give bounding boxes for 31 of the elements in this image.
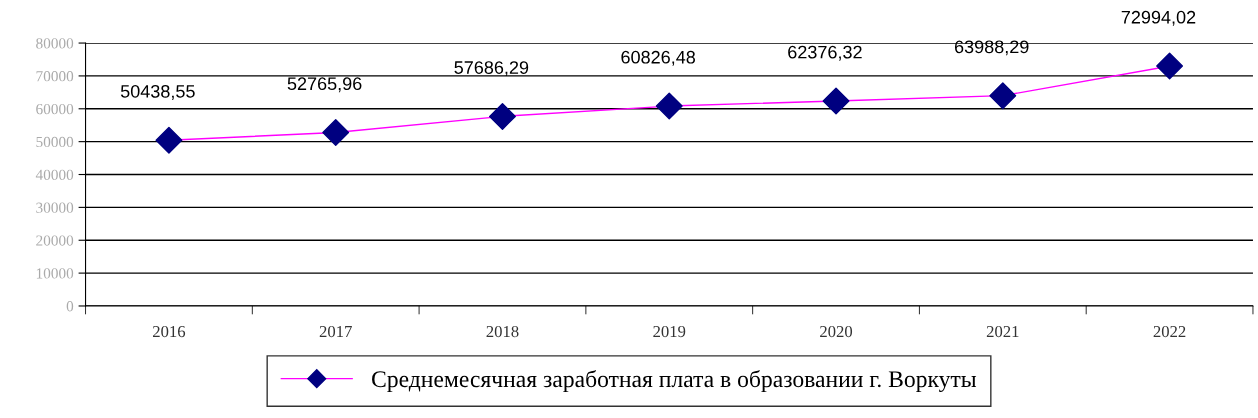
y-tick-label: 60000: [36, 103, 74, 115]
data-label: 50438,55: [120, 84, 195, 100]
data-label: 63988,29: [954, 40, 1029, 56]
y-tick-label: 30000: [36, 202, 74, 213]
x-tick-label: 2022: [1153, 325, 1186, 338]
x-tick-label: 2016: [153, 325, 186, 338]
point: [155, 126, 183, 154]
data-label: 72994,02: [1121, 10, 1196, 26]
x-tick-label: 2017: [319, 325, 352, 338]
y-tick-label: 20000: [36, 235, 74, 246]
x-tick-label: 2018: [486, 325, 519, 338]
point: [489, 102, 516, 130]
point: [322, 119, 350, 147]
y-tick-label: 10000: [36, 268, 74, 279]
y-tick-label: 80000: [36, 38, 74, 49]
legend-label: Среднемесячная заработная плата в образовании г. Воркуты: [372, 370, 977, 393]
point: [655, 92, 683, 120]
data-label: 57686,29: [454, 61, 529, 77]
x-tick-label: 2019: [653, 325, 686, 338]
y-tick-label: 50000: [36, 136, 74, 148]
data-label: 62376,32: [788, 45, 862, 61]
x-tick-label: 2021: [986, 325, 1019, 338]
x-tick-label: 2020: [820, 325, 853, 338]
point: [822, 87, 850, 115]
y-tick-label: 0: [66, 301, 74, 312]
point: [1156, 52, 1184, 80]
data-label: 60826,48: [621, 50, 696, 66]
point: [989, 82, 1017, 110]
y-tick-label: 40000: [35, 169, 74, 180]
y-tick-label: 70000: [36, 71, 74, 82]
data-label: 52765,96: [287, 77, 362, 93]
